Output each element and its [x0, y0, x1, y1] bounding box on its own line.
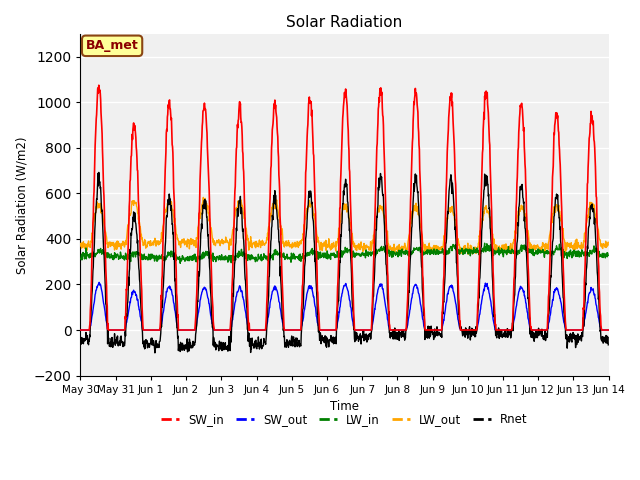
Rnet: [195, 283, 202, 288]
SW_in: [495, 327, 503, 333]
LW_in: [426, 251, 434, 257]
LW_out: [426, 247, 434, 253]
SW_in: [253, 327, 261, 333]
Rnet: [604, 342, 612, 348]
Title: Solar Radiation: Solar Radiation: [287, 15, 403, 30]
SW_out: [95, 279, 103, 285]
SW_out: [253, 327, 261, 333]
Line: SW_in: SW_in: [81, 85, 608, 330]
Rnet: [427, 332, 435, 338]
Rnet: [95, 169, 102, 175]
LW_in: [177, 261, 184, 266]
SW_in: [95, 83, 102, 88]
LW_in: [182, 256, 189, 262]
Line: SW_out: SW_out: [81, 282, 608, 330]
LW_out: [271, 194, 279, 200]
LW_out: [604, 240, 612, 245]
Text: BA_met: BA_met: [86, 39, 138, 52]
LW_in: [604, 252, 612, 258]
SW_in: [182, 327, 189, 333]
LW_in: [496, 247, 504, 253]
SW_in: [77, 327, 84, 333]
Legend: SW_in, SW_out, LW_in, LW_out, Rnet: SW_in, SW_out, LW_in, LW_out, Rnet: [157, 409, 532, 431]
LW_in: [481, 240, 488, 246]
SW_in: [542, 327, 550, 333]
SW_in: [426, 327, 434, 333]
LW_out: [194, 225, 202, 230]
SW_out: [426, 327, 434, 333]
Rnet: [151, 350, 159, 356]
SW_out: [195, 310, 202, 316]
LW_in: [253, 258, 261, 264]
Y-axis label: Solar Radiation (W/m2): Solar Radiation (W/m2): [15, 136, 28, 274]
Rnet: [496, 328, 504, 334]
Line: Rnet: Rnet: [81, 172, 608, 353]
Rnet: [254, 342, 262, 348]
LW_out: [181, 240, 189, 246]
SW_out: [604, 327, 612, 333]
LW_in: [543, 250, 550, 255]
SW_in: [195, 241, 202, 247]
Line: LW_in: LW_in: [81, 243, 608, 264]
SW_out: [495, 327, 503, 333]
SW_out: [542, 327, 550, 333]
LW_out: [496, 247, 504, 253]
LW_in: [195, 254, 202, 260]
LW_in: [77, 256, 84, 262]
Rnet: [182, 342, 189, 348]
Rnet: [543, 333, 550, 339]
LW_out: [464, 252, 472, 257]
X-axis label: Time: Time: [330, 400, 359, 413]
Rnet: [77, 340, 84, 346]
Line: LW_out: LW_out: [81, 197, 608, 254]
SW_out: [77, 327, 84, 333]
SW_out: [182, 327, 189, 333]
SW_in: [604, 327, 612, 333]
LW_out: [253, 240, 260, 246]
LW_out: [77, 243, 84, 249]
LW_out: [543, 245, 550, 251]
